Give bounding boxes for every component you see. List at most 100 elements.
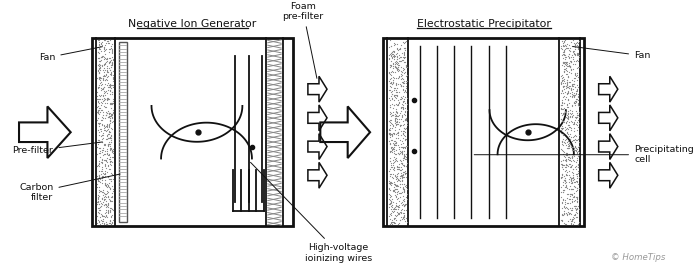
Point xyxy=(97,213,108,217)
Point xyxy=(558,163,569,168)
Point xyxy=(395,215,407,219)
Point xyxy=(384,201,395,205)
Point xyxy=(105,219,116,224)
Point xyxy=(391,184,402,189)
Point xyxy=(572,115,583,119)
Point xyxy=(97,174,108,178)
Point xyxy=(559,84,570,89)
Point xyxy=(108,218,119,222)
Point xyxy=(561,61,572,65)
Point xyxy=(398,80,409,84)
Point xyxy=(398,146,409,150)
Point xyxy=(568,57,579,61)
Point xyxy=(558,213,569,217)
Point xyxy=(562,163,573,167)
Point xyxy=(393,114,404,118)
Point xyxy=(571,207,582,211)
Point xyxy=(398,126,409,130)
Point xyxy=(99,38,110,43)
Point xyxy=(395,167,406,172)
Point xyxy=(102,127,113,131)
Point xyxy=(104,97,115,101)
Point xyxy=(570,76,581,80)
Point xyxy=(395,94,407,99)
Point xyxy=(571,123,582,128)
Point xyxy=(390,175,401,179)
Point xyxy=(389,93,400,97)
Point xyxy=(96,122,107,126)
Point xyxy=(562,201,573,206)
Point xyxy=(102,211,113,215)
Point xyxy=(556,140,568,145)
Point xyxy=(558,50,569,54)
Point xyxy=(96,140,107,144)
Point xyxy=(561,60,572,65)
Point xyxy=(96,82,107,87)
Point xyxy=(395,74,406,79)
Point xyxy=(97,54,108,58)
Point xyxy=(94,205,106,209)
Point xyxy=(102,39,113,43)
Point xyxy=(99,91,110,95)
Point xyxy=(566,44,577,48)
Point xyxy=(561,42,573,47)
Point xyxy=(566,178,577,182)
Point xyxy=(570,204,582,208)
Point xyxy=(566,164,577,168)
Point xyxy=(99,202,111,206)
Point xyxy=(558,150,569,154)
Point xyxy=(573,59,584,63)
Point xyxy=(397,40,408,45)
Point xyxy=(566,208,578,212)
Point xyxy=(397,186,408,191)
Point xyxy=(556,172,568,176)
Point xyxy=(96,160,107,165)
Point xyxy=(568,176,579,180)
Point xyxy=(393,171,404,175)
Point xyxy=(96,118,107,122)
Point xyxy=(569,133,580,137)
Point xyxy=(98,85,109,90)
Point xyxy=(102,91,113,95)
Point xyxy=(398,132,409,137)
Point xyxy=(104,50,115,54)
Point xyxy=(563,142,574,146)
Point xyxy=(572,87,583,92)
Point xyxy=(564,64,575,69)
Point xyxy=(395,165,406,170)
Point xyxy=(399,118,410,122)
Point xyxy=(568,101,580,105)
Point xyxy=(387,197,398,201)
Point xyxy=(562,139,573,143)
Point xyxy=(393,199,405,203)
Point xyxy=(400,125,412,130)
Point xyxy=(99,97,110,101)
Point xyxy=(569,198,580,202)
Point xyxy=(398,186,409,191)
Point xyxy=(391,192,402,196)
Point xyxy=(395,129,406,133)
Point xyxy=(107,69,118,73)
Point xyxy=(561,222,572,226)
Point xyxy=(389,142,400,146)
Point xyxy=(389,64,400,68)
Point xyxy=(571,111,582,115)
Point xyxy=(385,105,396,109)
Point xyxy=(104,154,116,159)
Point xyxy=(102,203,113,207)
Point xyxy=(107,189,118,193)
Point xyxy=(556,141,567,146)
Point xyxy=(389,103,400,107)
Point xyxy=(98,76,109,80)
Point xyxy=(99,152,111,157)
Point xyxy=(102,201,113,206)
Point xyxy=(93,70,104,74)
Point xyxy=(97,77,108,81)
Point xyxy=(105,199,116,204)
Point xyxy=(104,118,116,123)
Point xyxy=(572,150,583,154)
Point xyxy=(384,193,395,197)
Point xyxy=(393,221,405,225)
Point xyxy=(557,151,568,156)
Point xyxy=(398,123,409,127)
